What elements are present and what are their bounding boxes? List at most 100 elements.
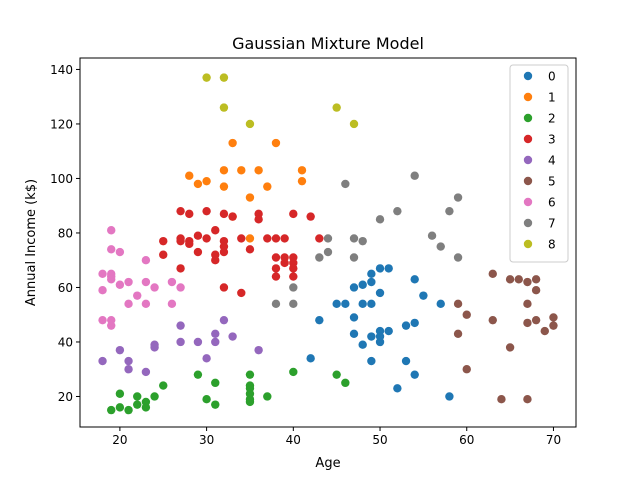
data-point-cluster-1	[202, 176, 211, 186]
x-axis-label: Age	[315, 456, 340, 471]
data-point-cluster-6	[98, 285, 107, 295]
data-point-cluster-3	[176, 236, 185, 246]
data-point-cluster-5	[514, 275, 523, 284]
data-point-cluster-3	[271, 264, 281, 273]
data-point-cluster-1	[245, 234, 255, 243]
x-tick-label: 40	[286, 433, 301, 447]
legend-label: 6	[548, 196, 556, 210]
data-point-cluster-6	[150, 283, 159, 292]
data-point-cluster-7	[289, 283, 298, 292]
data-points	[98, 73, 558, 415]
data-point-cluster-8	[219, 103, 229, 112]
data-point-cluster-2	[245, 397, 255, 407]
legend-marker	[523, 218, 533, 228]
data-point-cluster-3	[315, 234, 324, 243]
data-point-cluster-7	[271, 299, 281, 309]
data-point-cluster-3	[271, 234, 281, 243]
data-point-cluster-3	[185, 209, 194, 219]
data-point-cluster-7	[323, 234, 333, 243]
data-point-cluster-5	[531, 315, 541, 325]
data-point-cluster-1	[245, 193, 255, 202]
legend-label: 8	[548, 238, 556, 252]
data-point-cluster-3	[271, 253, 281, 262]
data-point-cluster-6	[167, 299, 177, 309]
data-point-cluster-2	[193, 370, 203, 379]
data-point-cluster-6	[141, 299, 151, 309]
data-point-cluster-0	[349, 283, 359, 292]
data-point-cluster-3	[211, 256, 220, 265]
data-point-cluster-0	[410, 370, 419, 379]
data-point-cluster-7	[375, 215, 385, 224]
x-tick-label: 50	[372, 433, 387, 447]
data-point-cluster-4	[98, 356, 107, 366]
data-point-cluster-5	[453, 299, 463, 309]
data-point-cluster-0	[358, 280, 367, 289]
legend-marker	[523, 155, 533, 165]
data-point-cluster-3	[280, 234, 289, 243]
y-tick-label: 40	[58, 335, 73, 349]
chart-title: Gaussian Mixture Model	[232, 34, 424, 53]
data-point-cluster-0	[375, 288, 385, 298]
data-point-cluster-0	[401, 356, 411, 366]
data-point-cluster-3	[176, 206, 185, 216]
data-point-cluster-5	[505, 343, 515, 352]
data-point-cluster-3	[237, 234, 246, 243]
legend-marker	[523, 71, 533, 81]
data-point-cluster-5	[531, 275, 541, 284]
data-point-cluster-7	[436, 242, 445, 251]
data-point-cluster-5	[488, 269, 497, 279]
data-point-cluster-4	[176, 337, 185, 347]
data-point-cluster-5	[453, 329, 463, 338]
data-point-cluster-7	[410, 171, 419, 180]
data-point-cluster-2	[150, 392, 159, 401]
data-point-cluster-3	[280, 258, 289, 268]
data-point-cluster-0	[332, 299, 341, 309]
data-point-cluster-2	[245, 370, 255, 379]
x-tick-label: 30	[199, 433, 214, 447]
legend-marker	[523, 113, 533, 123]
data-point-cluster-7	[341, 179, 350, 189]
data-point-cluster-0	[410, 318, 419, 328]
data-point-cluster-0	[367, 299, 376, 309]
data-point-cluster-2	[115, 403, 125, 412]
data-point-cluster-0	[367, 269, 376, 279]
data-point-cluster-1	[219, 182, 229, 191]
data-point-cluster-0	[375, 332, 385, 341]
data-point-cluster-6	[115, 280, 125, 289]
data-point-cluster-2	[289, 367, 298, 377]
data-point-cluster-3	[237, 288, 246, 298]
data-point-cluster-5	[505, 275, 515, 284]
data-point-cluster-5	[540, 326, 549, 336]
data-point-cluster-8	[219, 73, 229, 82]
data-point-cluster-0	[315, 315, 324, 325]
data-point-cluster-5	[531, 285, 541, 295]
data-point-cluster-1	[297, 176, 307, 186]
data-point-cluster-2	[141, 397, 151, 407]
data-point-cluster-5	[523, 395, 532, 404]
data-point-cluster-2	[211, 400, 220, 409]
data-point-cluster-0	[349, 313, 359, 322]
x-axis: 20 30 40 50 60 70	[112, 427, 561, 447]
data-point-cluster-7	[453, 253, 463, 262]
legend-label: 2	[548, 112, 556, 126]
data-point-cluster-5	[488, 315, 497, 325]
legend-label: 0	[548, 70, 556, 84]
data-point-cluster-1	[237, 166, 246, 175]
data-point-cluster-0	[358, 299, 367, 309]
data-point-cluster-0	[384, 264, 393, 273]
legend-frame	[509, 64, 569, 263]
y-tick-label: 20	[58, 390, 73, 404]
data-point-cluster-2	[115, 389, 125, 398]
data-point-cluster-7	[323, 247, 333, 257]
data-point-cluster-4	[202, 354, 211, 363]
legend-label: 1	[548, 91, 556, 105]
data-point-cluster-3	[193, 231, 203, 240]
legend-marker	[523, 176, 533, 186]
y-tick-label: 100	[50, 172, 73, 186]
data-point-cluster-6	[107, 226, 116, 235]
data-point-cluster-7	[315, 253, 324, 262]
legend-marker	[523, 134, 533, 144]
data-point-cluster-0	[367, 356, 376, 366]
data-point-cluster-2	[263, 392, 272, 401]
